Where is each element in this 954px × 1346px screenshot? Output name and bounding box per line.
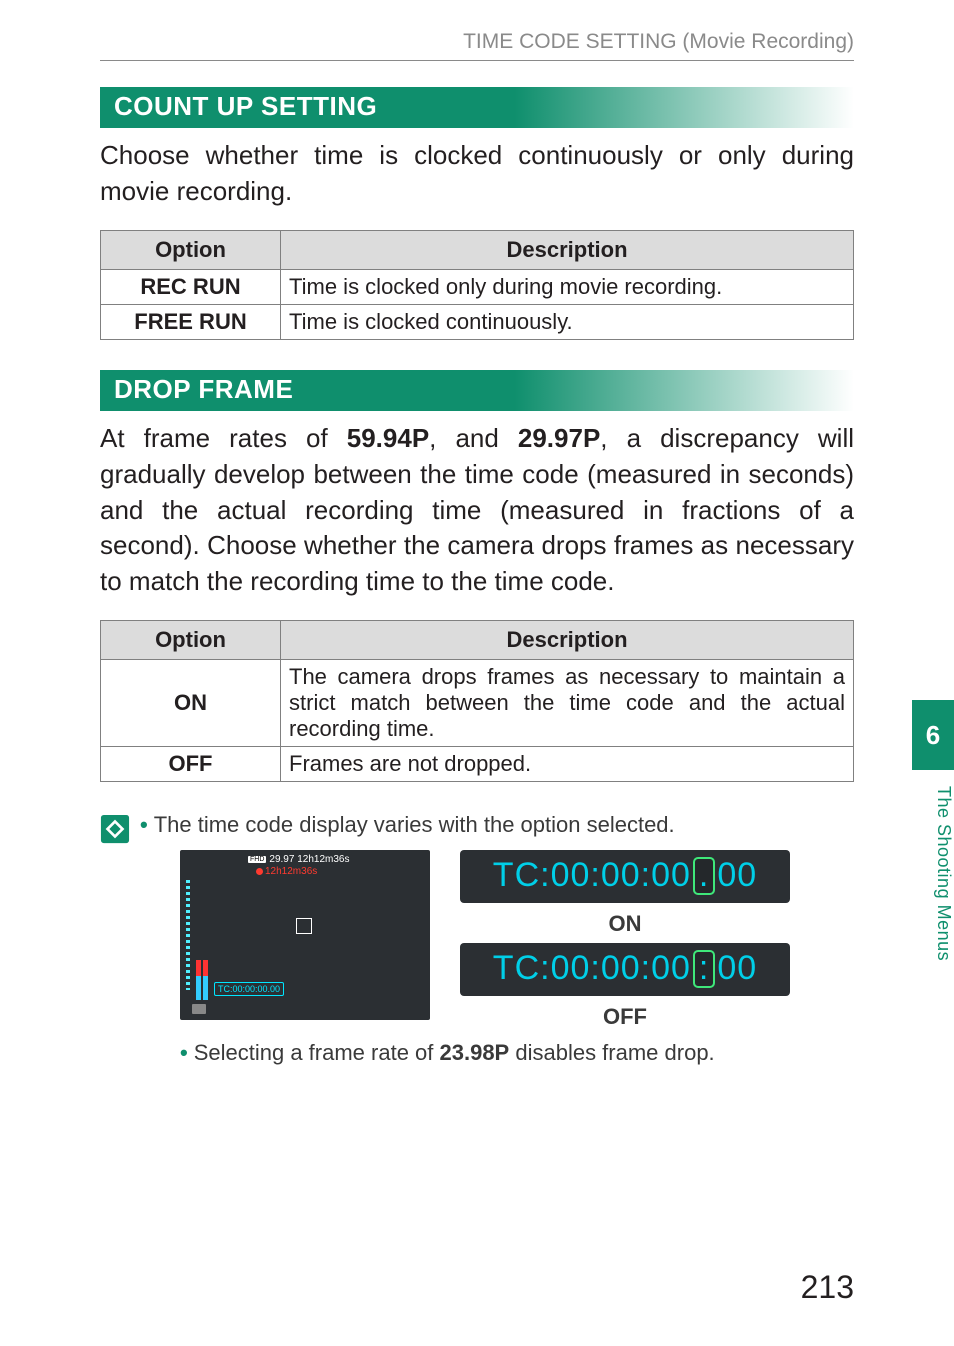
- preview-left-scale: [186, 880, 190, 990]
- preview-rec-line: 12h12m36s: [256, 866, 317, 877]
- chapter-label: The Shooting Menus: [912, 780, 954, 961]
- tc-label-on: ON: [460, 911, 790, 937]
- option-on-desc: The camera drops frames as necessary to …: [281, 660, 854, 747]
- tc-separator-highlight: :: [693, 950, 715, 988]
- intro-fps1: 59.94P: [347, 423, 429, 453]
- table-head-option: Option: [101, 621, 281, 660]
- table-row: ON The camera drops frames as necessary …: [101, 660, 854, 747]
- preview-fps: 29.97: [269, 854, 294, 865]
- rec-dot-icon: [256, 868, 263, 875]
- option-rec-run-desc: Time is clocked only during movie record…: [281, 269, 854, 304]
- note2-text: disables frame drop.: [509, 1040, 714, 1065]
- tc-display-examples: FHD29.97 12h12m36s 12h12m36s TC:00:00:00…: [180, 850, 854, 1030]
- option-off-desc: Frames are not dropped.: [281, 747, 854, 782]
- tc-label-off: OFF: [460, 1004, 790, 1030]
- bullet-icon: •: [180, 1040, 188, 1065]
- option-rec-run: REC RUN: [101, 269, 281, 304]
- tc-example-off: TC:00:00:00:00: [460, 943, 790, 996]
- camera-preview: FHD29.97 12h12m36s 12h12m36s TC:00:00:00…: [180, 850, 430, 1020]
- note-line-2: •Selecting a frame rate of 23.98P disabl…: [180, 1040, 854, 1066]
- drop-frame-table: Option Description ON The camera drops f…: [100, 620, 854, 782]
- tc-suffix: 00: [717, 949, 757, 988]
- note-block: •The time code display varies with the o…: [100, 812, 854, 1066]
- chapter-tab: 6: [912, 700, 954, 770]
- section-drop-frame-title: DROP FRAME: [100, 370, 854, 411]
- option-on: ON: [101, 660, 281, 747]
- option-free-run-desc: Time is clocked continuously.: [281, 304, 854, 339]
- section-drop-frame-intro: At frame rates of 59.94P, and 29.97P, a …: [100, 421, 854, 600]
- preview-audio-meter: [196, 960, 210, 1000]
- intro-text: At frame rates of: [100, 423, 347, 453]
- preview-top-info: FHD29.97 12h12m36s: [248, 854, 349, 865]
- note-line-1: •The time code display varies with the o…: [140, 812, 854, 838]
- section-count-up-intro: Choose whether time is clocked continuou…: [100, 138, 854, 210]
- tip-icon: [100, 814, 130, 844]
- tc-example-stack: TC:00:00:00.00 ON TC:00:00:00:00 OFF: [460, 850, 790, 1030]
- preview-rec-time: 12h12m36s: [265, 866, 317, 877]
- intro-text: , and: [429, 423, 518, 453]
- option-off: OFF: [101, 747, 281, 782]
- preview-focus-box: [296, 918, 312, 934]
- header-breadcrumb: TIME CODE SETTING (Movie Recording): [0, 30, 954, 54]
- note2-fps: 23.98P: [440, 1040, 510, 1065]
- intro-fps2: 29.97P: [518, 423, 600, 453]
- tc-text-off: TC:00:00:00:00: [493, 949, 757, 988]
- table-row: OFF Frames are not dropped.: [101, 747, 854, 782]
- section-count-up-title: COUNT UP SETTING: [100, 87, 854, 128]
- tc-example-on: TC:00:00:00.00: [460, 850, 790, 903]
- table-head-description: Description: [281, 230, 854, 269]
- table-row: FREE RUN Time is clocked continuously.: [101, 304, 854, 339]
- tc-text-on: TC:00:00:00.00: [493, 856, 757, 895]
- fhd-badge: FHD: [248, 856, 266, 863]
- header-rule: [100, 60, 854, 61]
- bullet-icon: •: [140, 812, 148, 837]
- preview-remaining: 12h12m36s: [297, 854, 349, 865]
- note2-text: Selecting a frame rate of: [194, 1040, 440, 1065]
- count-up-table: Option Description REC RUN Time is clock…: [100, 230, 854, 340]
- tc-suffix: 00: [717, 856, 757, 895]
- preview-tc-readout: TC:00:00:00.00: [214, 982, 284, 996]
- note-text: The time code display varies with the op…: [154, 812, 675, 837]
- tc-separator-highlight: .: [693, 857, 715, 895]
- tc-prefix: TC:00:00:00: [493, 949, 691, 988]
- table-row: REC RUN Time is clocked only during movi…: [101, 269, 854, 304]
- preview-sd-icon: [192, 1004, 206, 1014]
- table-head-option: Option: [101, 230, 281, 269]
- table-head-description: Description: [281, 621, 854, 660]
- page-number: 213: [801, 1269, 854, 1306]
- option-free-run: FREE RUN: [101, 304, 281, 339]
- tc-prefix: TC:00:00:00: [493, 856, 691, 895]
